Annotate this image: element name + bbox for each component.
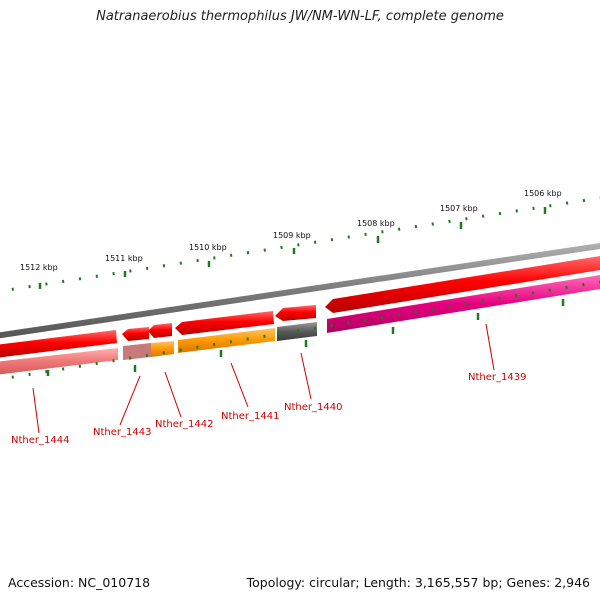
leader-line [230, 362, 249, 408]
cds-arrow [325, 256, 600, 313]
cds-arrow [122, 327, 149, 341]
genome-backbone [0, 243, 600, 339]
kbp-label: 1511 kbp [105, 254, 143, 263]
kbp-label: 1509 kbp [273, 231, 311, 240]
kbp-major-ticks [38, 207, 547, 289]
cog-segment [178, 328, 275, 353]
cog-segment [123, 343, 151, 360]
gene-label-nther-1444: Nther_1444 [11, 435, 69, 446]
cds-arrow [175, 311, 274, 335]
kbp-labels: 1512 kbp 1511 kbp 1510 kbp 1509 kbp 1508… [20, 189, 562, 272]
gene-label-nther-1442: Nther_1442 [155, 419, 213, 430]
forward-cds-track [0, 256, 600, 358]
kbp-label: 1508 kbp [357, 219, 395, 228]
cog-segment [327, 275, 600, 333]
gene-label-nther-1441: Nther_1441 [221, 411, 279, 422]
leader-line [485, 323, 495, 371]
kbp-label: 1512 kbp [20, 263, 58, 272]
leader-line [164, 371, 182, 418]
outer-tick-ring [0, 196, 600, 293]
inner-tick-ring [0, 280, 600, 381]
leader-line [300, 352, 312, 400]
cds-arrow [275, 305, 316, 321]
cog-segment [0, 348, 118, 375]
cds-arrow [0, 330, 117, 358]
cog-segment [151, 341, 174, 357]
leader-line [32, 387, 40, 434]
cog-segment [277, 322, 317, 341]
label-leaders [32, 323, 495, 434]
cog-track [0, 275, 600, 375]
kbp-label: 1507 kbp [440, 204, 478, 213]
kbp-label: 1506 kbp [524, 189, 562, 198]
inner-major-ticks [46, 299, 565, 376]
accession-text: Accession: NC_010718 [8, 575, 151, 590]
kbp-label: 1510 kbp [189, 243, 227, 252]
map-title: Natranaerobius thermophilus JW/NM-WN-LF,… [96, 9, 504, 24]
leader-line [119, 375, 141, 426]
gene-label-nther-1443: Nther_1443 [93, 427, 151, 438]
genome-stats-text: Topology: circular; Length: 3,165,557 bp… [246, 575, 590, 590]
gene-label-nther-1439: Nther_1439 [468, 372, 526, 383]
gene-label-nther-1440: Nther_1440 [284, 402, 342, 413]
gene-labels: Nther_1444 Nther_1443 Nther_1442 Nther_1… [11, 372, 526, 446]
cds-arrow [148, 323, 172, 338]
